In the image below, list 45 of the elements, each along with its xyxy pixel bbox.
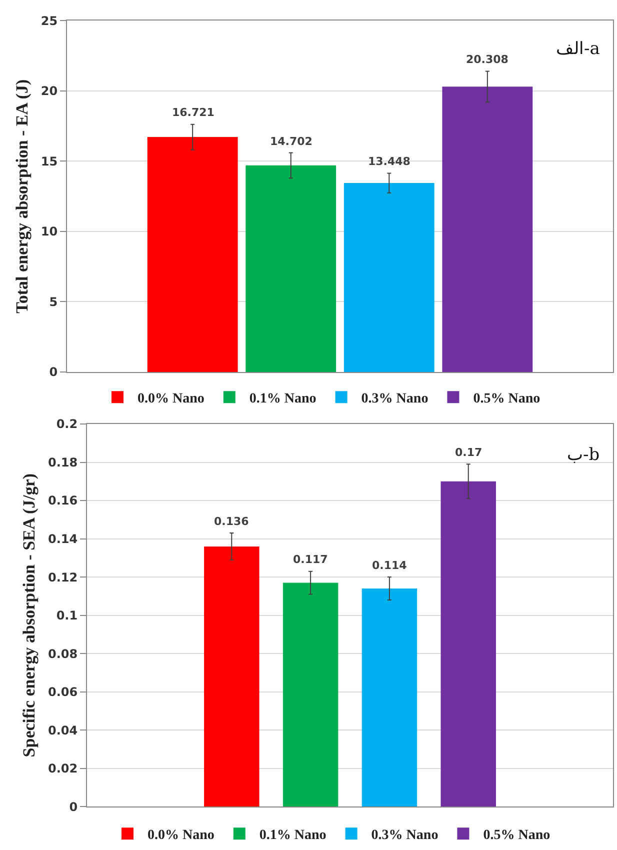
annotation: الف-a [556,39,600,59]
data-label: 20.308 [466,53,508,66]
y-tick-label: 0.2 [56,417,78,432]
y-tick-label: 5 [49,294,58,309]
bar [344,183,434,372]
legend-label: 0.1% Nano [249,392,316,407]
bar [362,588,418,807]
legend-label: 0.3% Nano [361,392,428,407]
y-tick-label: 10 [40,224,58,239]
data-label: 13.448 [368,155,410,168]
bar [204,546,260,807]
y-tick-label: 0.12 [48,570,78,584]
y-tick-label: 0.02 [48,762,78,776]
y-tick-label: 0.14 [48,532,78,546]
legend-label: 0.0% Nano [137,392,204,407]
y-tick-label: 0 [49,365,58,380]
y-tick-label: 20 [40,84,58,98]
data-label: 0.114 [372,559,408,572]
y-axis-title: Total energy absorption - EA (J) [12,79,32,314]
legend-label: 0.5% Nano [483,828,550,844]
y-tick-label: 0.16 [48,494,78,508]
annotation: ب-b [567,445,600,465]
legend-label: 0.1% Nano [259,828,326,844]
data-label: 16.721 [172,106,214,119]
bar [147,137,238,372]
legend-label: 0.5% Nano [473,392,540,407]
y-tick-label: 0.18 [48,455,78,470]
y-tick-label: 25 [40,14,58,28]
y-tick-label: 0.04 [48,723,78,738]
y-tick-label: 0 [69,800,78,814]
bar [282,582,338,807]
bar [442,86,533,372]
bar [440,481,496,807]
bar [246,165,336,372]
y-tick-label: 0.1 [56,608,78,623]
y-tick-label: 15 [40,154,58,168]
data-label: 0.136 [214,515,250,528]
data-label: 0.117 [293,553,328,566]
y-tick-label: 0.06 [48,685,78,700]
data-label: 0.17 [455,446,482,459]
legend-label: 0.3% Nano [371,828,438,844]
y-axis-title: Specific energy absorption - SEA (J/gr) [20,473,39,758]
legend-label: 0.0% Nano [147,828,214,844]
data-label: 14.702 [270,135,312,148]
y-tick-label: 0.08 [48,646,78,661]
